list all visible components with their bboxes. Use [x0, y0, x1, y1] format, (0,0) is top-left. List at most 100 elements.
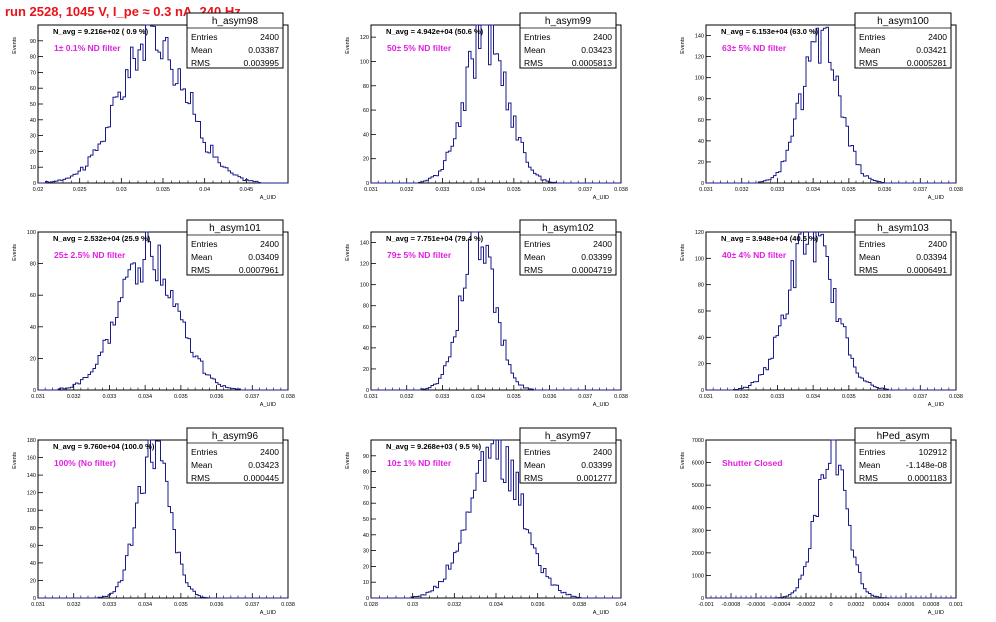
- stats-key: Mean: [859, 45, 881, 55]
- x-tick-label: 0.028: [364, 602, 378, 608]
- stats-key: RMS: [191, 58, 210, 68]
- stats-value: 2400: [260, 32, 279, 42]
- filter-label: 25± 2.5% ND filter: [54, 250, 126, 260]
- y-tick-label: 40: [363, 346, 369, 352]
- x-tick-label: 0.038: [614, 394, 628, 400]
- x-tick-label: 0.037: [578, 187, 592, 193]
- y-tick-label: 100: [27, 230, 36, 236]
- x-axis-title: A_UID: [928, 402, 944, 408]
- x-tick-label: 0.032: [735, 394, 749, 400]
- stats-key: Mean: [524, 252, 546, 262]
- stats-key: Mean: [524, 45, 546, 55]
- stats-value: 0.0001183: [907, 473, 947, 483]
- x-tick-label: -0.0006: [747, 602, 766, 608]
- x-tick-label: 0.035: [842, 394, 856, 400]
- y-tick-label: 30: [30, 134, 36, 140]
- y-tick-label: 60: [363, 325, 369, 331]
- histogram-panel: 0 20 40 60 80 100 0.031 0.032 0.033 0.034 0.035 0.0…: [12, 219, 295, 408]
- histogram-line: [371, 231, 621, 391]
- x-tick-label: 0.036: [531, 602, 545, 608]
- y-tick-label: 120: [27, 491, 36, 497]
- x-tick-label: 0.032: [67, 602, 81, 608]
- y-tick-label: 60: [30, 293, 36, 299]
- x-tick-label: 0.036: [210, 602, 224, 608]
- stats-key: Mean: [859, 252, 881, 262]
- x-tick-label: 0.038: [572, 602, 586, 608]
- stats-title: h_asym101: [209, 223, 261, 234]
- x-tick-label: 0.038: [949, 394, 963, 400]
- stats-box: [519, 427, 617, 484]
- stats-box: [854, 12, 952, 69]
- y-tick-label: 7000: [692, 438, 704, 444]
- y-tick-label: 40: [30, 561, 36, 567]
- stats-key: Entries: [191, 32, 217, 42]
- x-tick-label: 0.035: [156, 187, 170, 193]
- x-tick-label: 0: [829, 602, 832, 608]
- y-tick-label: 80: [30, 262, 36, 268]
- y-tick-label: 0: [366, 388, 369, 394]
- x-tick-label: 0.031: [31, 602, 45, 608]
- stats-key: RMS: [859, 265, 878, 275]
- y-axis-title: Events: [345, 452, 351, 469]
- filter-label: 50± 5% ND filter: [387, 43, 452, 53]
- histogram-line: [371, 24, 621, 184]
- histogram-line: [706, 439, 956, 599]
- y-tick-label: 10: [363, 580, 369, 586]
- stats-key: Entries: [859, 239, 885, 249]
- x-tick-label: 0.0006: [898, 602, 915, 608]
- y-tick-label: 100: [360, 59, 369, 65]
- filter-label: 100% (No filter): [54, 458, 116, 468]
- y-axis-title: Events: [345, 244, 351, 261]
- filter-label: 1± 0.1% ND filter: [54, 43, 121, 53]
- y-tick-label: 20: [30, 578, 36, 584]
- y-tick-label: 60: [30, 543, 36, 549]
- y-tick-label: 5000: [692, 483, 704, 489]
- x-axis-title: A_UID: [593, 402, 609, 408]
- x-tick-label: 0.038: [949, 187, 963, 193]
- y-tick-label: 30: [363, 549, 369, 555]
- stats-value: 0.03421: [916, 45, 947, 55]
- x-tick-label: 0.037: [578, 394, 592, 400]
- stats-key: Entries: [524, 239, 550, 249]
- y-tick-label: 80: [363, 84, 369, 90]
- stats-key: Mean: [191, 460, 213, 470]
- x-tick-label: 0.032: [400, 394, 414, 400]
- stats-value: 2400: [260, 239, 279, 249]
- y-tick-label: 80: [698, 283, 704, 289]
- y-tick-label: 20: [363, 367, 369, 373]
- x-tick-label: 0.036: [878, 187, 892, 193]
- y-tick-label: 0: [701, 596, 704, 602]
- y-tick-label: 180: [27, 438, 36, 444]
- y-tick-label: 0: [33, 181, 36, 187]
- stats-value: 2400: [593, 447, 612, 457]
- stats-value: -1.148e-08: [906, 460, 947, 470]
- y-tick-label: 160: [27, 456, 36, 462]
- stats-key: RMS: [524, 58, 543, 68]
- x-tick-label: 0.036: [543, 187, 557, 193]
- y-tick-label: 140: [360, 241, 369, 247]
- y-tick-label: 80: [30, 55, 36, 61]
- y-tick-label: 100: [360, 283, 369, 289]
- y-tick-label: 20: [30, 149, 36, 155]
- y-tick-label: 120: [360, 35, 369, 41]
- stats-value: 0.000445: [244, 473, 280, 483]
- y-tick-label: 6000: [692, 461, 704, 467]
- stats-key: Mean: [191, 45, 213, 55]
- y-tick-label: 60: [363, 108, 369, 114]
- histogram-line: [706, 26, 956, 184]
- histogram-line: [38, 439, 288, 599]
- y-tick-label: 3000: [692, 528, 704, 534]
- y-axis-title: Events: [345, 37, 351, 54]
- x-axis-title: A_UID: [260, 402, 276, 408]
- histogram-panel: 0 10 20 30 40 50 60 70 80 90 0.028 0.03 0.032 0.034 0.…: [345, 427, 626, 616]
- y-tick-label: 40: [30, 118, 36, 124]
- y-tick-label: 0: [33, 596, 36, 602]
- y-tick-label: 80: [363, 304, 369, 310]
- x-tick-label: 0.0008: [923, 602, 940, 608]
- stats-title: h_asym98: [212, 16, 259, 27]
- stats-box: [519, 219, 617, 276]
- navg-label: N_avg = 9.760e+04 (100.0 %): [53, 442, 155, 451]
- y-tick-label: 40: [363, 533, 369, 539]
- histogram-line: [706, 231, 956, 391]
- x-tick-label: 0.036: [543, 394, 557, 400]
